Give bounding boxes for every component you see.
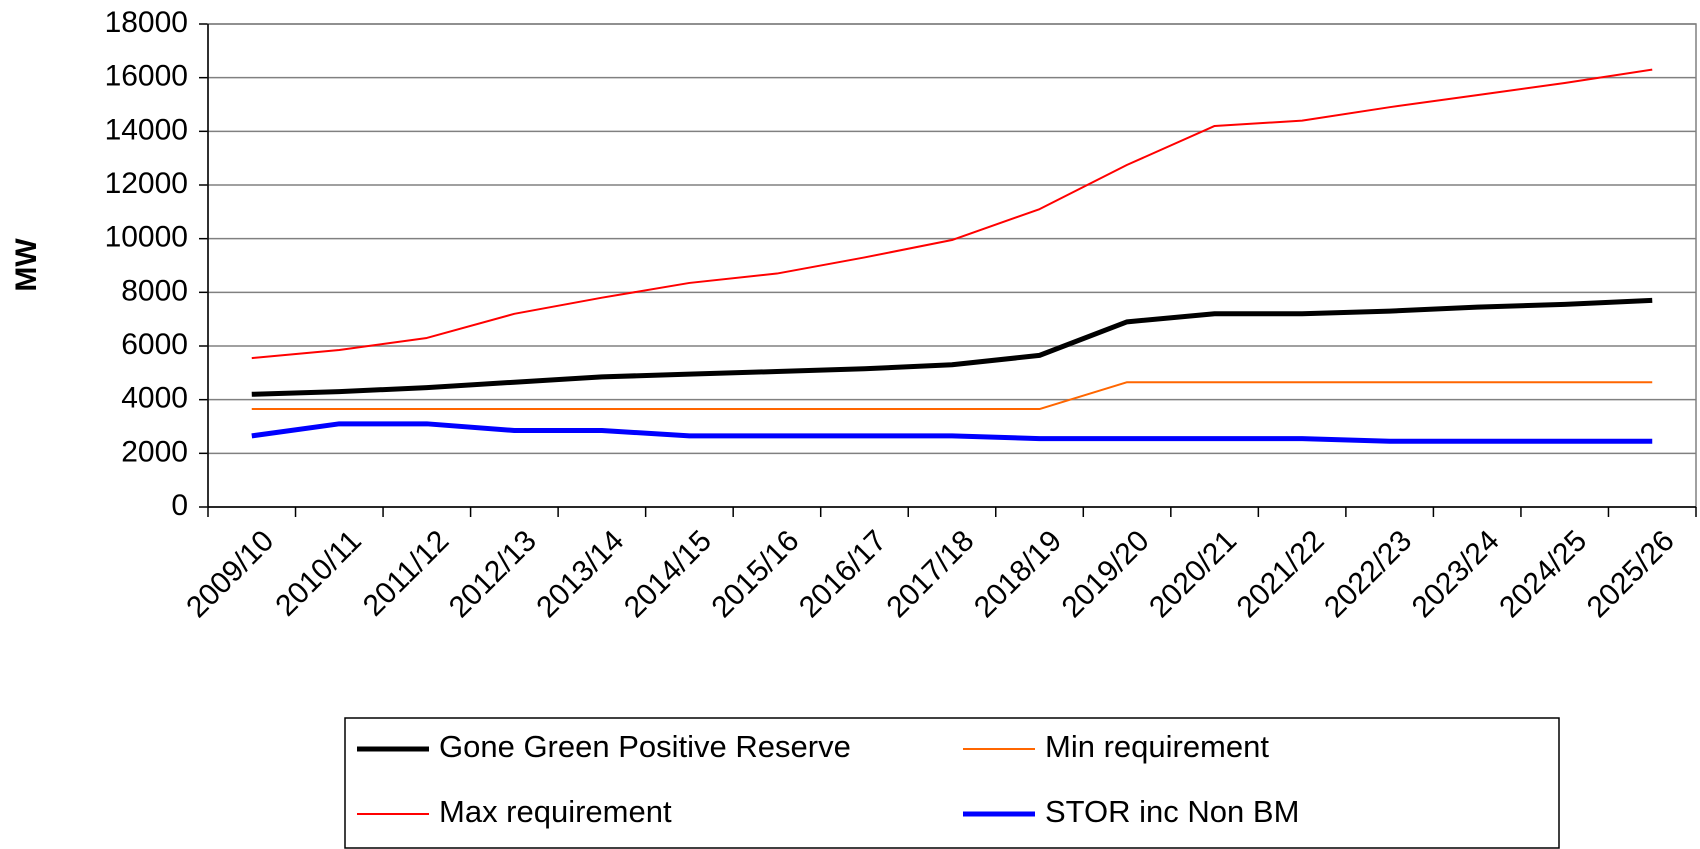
x-tick-label: 2017/18 — [881, 524, 981, 624]
legend-label: Min requirement — [1045, 729, 1269, 764]
x-tick-label: 2014/15 — [618, 524, 718, 624]
x-tick-label: 2020/21 — [1143, 524, 1243, 624]
legend-label: Gone Green Positive Reserve — [439, 729, 851, 764]
x-tick-label: 2019/20 — [1056, 524, 1156, 624]
x-tick-label: 2011/12 — [357, 524, 455, 622]
y-tick-label: 0 — [171, 489, 188, 522]
x-tick-label: 2024/25 — [1493, 524, 1593, 624]
y-tick-label: 10000 — [105, 221, 188, 254]
y-tick-label: 12000 — [105, 167, 188, 200]
legend-label: STOR inc Non BM — [1045, 794, 1299, 829]
x-tick-label: 2025/26 — [1581, 524, 1681, 624]
y-tick-label: 8000 — [121, 274, 188, 307]
x-tick-label: 2009/10 — [180, 524, 280, 624]
x-tick-label: 2013/14 — [530, 524, 630, 624]
x-tick-label: 2022/23 — [1318, 524, 1418, 624]
y-tick-label: 14000 — [105, 113, 188, 146]
x-tick-label: 2012/13 — [443, 524, 543, 624]
y-tick-label: 16000 — [105, 60, 188, 93]
series-line — [251, 68, 1653, 360]
y-tick-label: 6000 — [121, 328, 188, 361]
x-tick-label: 2015/16 — [705, 524, 805, 624]
y-tick-label: 2000 — [121, 435, 188, 468]
series-line — [251, 421, 1653, 444]
series-line — [251, 381, 1653, 411]
y-axis-label: MW — [10, 238, 43, 292]
y-tick-label: 4000 — [121, 382, 188, 415]
x-tick-label: 2018/19 — [968, 524, 1068, 624]
x-tick-label: 2016/17 — [793, 524, 893, 624]
legend-label: Max requirement — [439, 794, 672, 829]
x-tick-label: 2010/11 — [269, 524, 367, 622]
legend-box — [344, 717, 1560, 849]
x-tick-label: 2021/22 — [1231, 524, 1331, 624]
x-tick-label: 2023/24 — [1406, 524, 1506, 624]
series-line — [251, 297, 1653, 397]
y-tick-label: 18000 — [105, 6, 188, 39]
